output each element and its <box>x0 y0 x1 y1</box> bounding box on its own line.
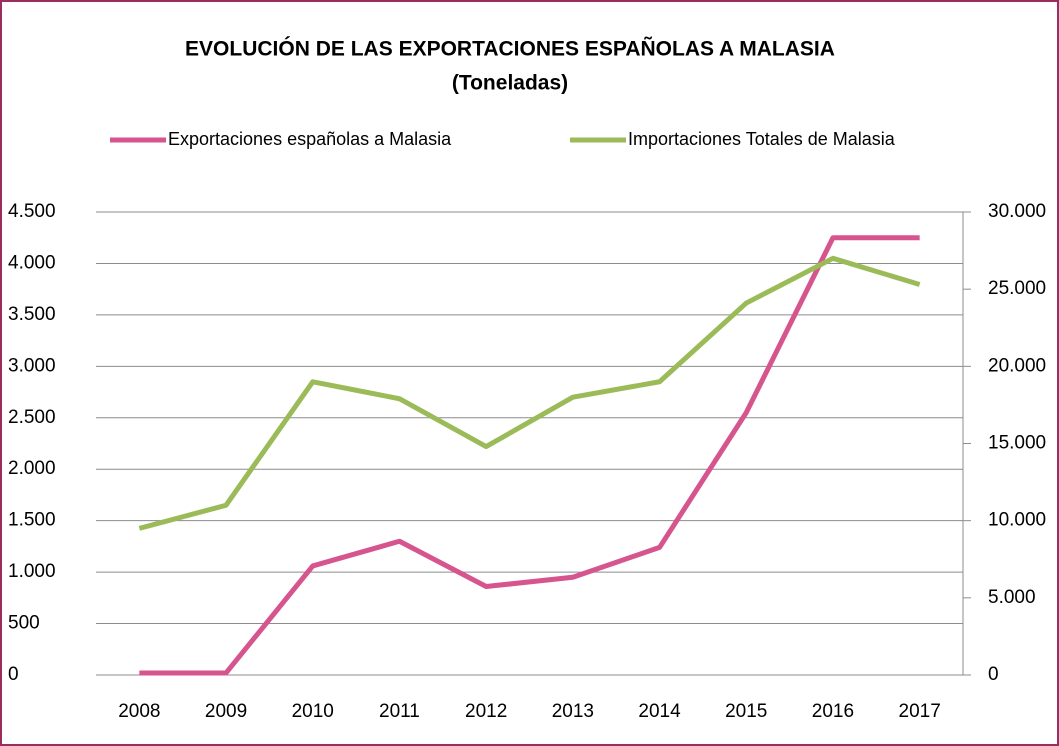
y-tick-label: 2.500 <box>8 407 56 428</box>
x-tick-label: 2015 <box>725 701 767 722</box>
y-tick-label: 4.500 <box>8 201 56 222</box>
y2-tick-label: 0 <box>988 664 999 685</box>
y2-tick-label: 30.000 <box>988 201 1046 222</box>
series-line <box>138 255 921 531</box>
y-tick-label: 1.000 <box>8 561 56 582</box>
y-tick-label: 1.500 <box>8 510 56 531</box>
y-tick-label: 0 <box>8 664 19 685</box>
y2-tick-label: 25.000 <box>988 278 1046 299</box>
x-tick-label: 2014 <box>638 701 681 722</box>
chart-subtitle: (Toneladas) <box>452 72 568 95</box>
x-tick-label: 2008 <box>118 701 160 722</box>
y-tick-label: 500 <box>8 613 40 634</box>
y2-tick-label: 10.000 <box>988 510 1046 531</box>
legend-label: Importaciones Totales de Malasia <box>628 129 896 149</box>
y-tick-label: 3.500 <box>8 304 56 325</box>
chart-title: EVOLUCIÓN DE LAS EXPORTACIONES ESPAÑOLAS… <box>185 37 835 61</box>
y-tick-label: 2.000 <box>8 458 56 479</box>
series-line <box>139 235 920 676</box>
y2-tick-label: 20.000 <box>988 355 1046 376</box>
y-tick-label: 4.000 <box>8 252 56 273</box>
x-tick-label: 2009 <box>205 701 247 722</box>
x-tick-label: 2016 <box>812 701 854 722</box>
x-tick-label: 2017 <box>899 701 941 722</box>
x-tick-label: 2012 <box>465 701 507 722</box>
legend-label: Exportaciones españolas a Malasia <box>168 129 452 149</box>
x-tick-label: 2010 <box>292 701 334 722</box>
y2-tick-label: 5.000 <box>988 587 1036 608</box>
x-tick-label: 2011 <box>379 701 420 722</box>
y-tick-label: 3.000 <box>8 355 56 376</box>
y2-tick-label: 15.000 <box>988 433 1046 454</box>
x-tick-label: 2013 <box>552 701 594 722</box>
